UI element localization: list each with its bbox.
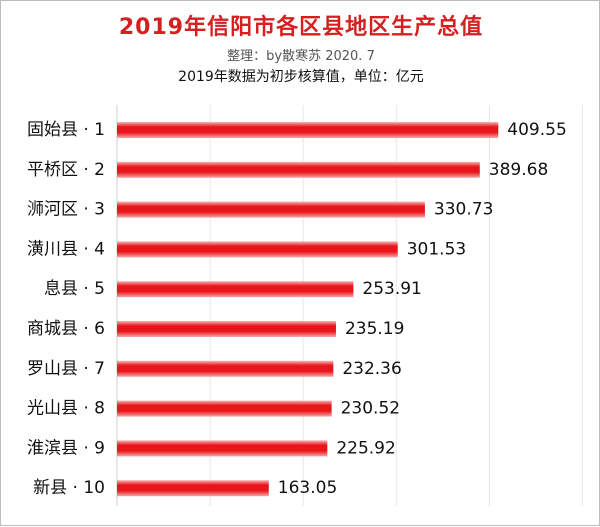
bar bbox=[117, 440, 328, 457]
value-label: 301.53 bbox=[407, 239, 466, 259]
category-label: 淮滨县 · 9 bbox=[27, 438, 105, 458]
value-label: 225.92 bbox=[336, 438, 395, 458]
value-label: 163.05 bbox=[278, 478, 337, 498]
value-label: 230.52 bbox=[341, 399, 400, 419]
value-label: 235.19 bbox=[345, 319, 404, 339]
chart-subtitle: 整理：by散寒苏 2020. 7 bbox=[227, 49, 375, 64]
category-label: 潢川县 · 4 bbox=[27, 239, 105, 259]
category-label: 光山县 · 8 bbox=[27, 399, 105, 419]
bar bbox=[117, 321, 336, 337]
chart-title: 2019年信阳市各区县地区生产总值 bbox=[118, 15, 484, 40]
bar bbox=[117, 122, 499, 138]
category-label: 商城县 · 6 bbox=[27, 319, 105, 339]
category-label: 新县 · 10 bbox=[33, 478, 105, 498]
chart-note: 2019年数据为初步核算值，单位：亿元 bbox=[178, 69, 424, 85]
category-label: 平桥区 · 2 bbox=[27, 160, 105, 180]
value-label: 389.68 bbox=[489, 160, 548, 180]
bar bbox=[117, 161, 480, 178]
category-label: 息县 · 5 bbox=[44, 279, 105, 299]
value-label: 330.73 bbox=[434, 200, 493, 220]
bar bbox=[117, 201, 425, 218]
bar bbox=[117, 480, 269, 497]
bar bbox=[117, 281, 354, 298]
category-label: 固始县 · 1 bbox=[27, 120, 105, 140]
bars bbox=[117, 122, 499, 497]
labels: 固始县 · 1 409.55 平桥区 · 2 389.68 浉河区 · 3 330.73 潢… bbox=[27, 120, 567, 498]
bar bbox=[117, 241, 398, 258]
category-label: 浉河区 · 3 bbox=[27, 200, 105, 220]
value-label: 232.36 bbox=[342, 359, 401, 379]
bar bbox=[117, 400, 332, 417]
value-label: 409.55 bbox=[507, 120, 566, 140]
bar bbox=[117, 360, 334, 377]
value-label: 253.91 bbox=[362, 279, 421, 299]
category-label: 罗山县 · 7 bbox=[27, 359, 105, 379]
